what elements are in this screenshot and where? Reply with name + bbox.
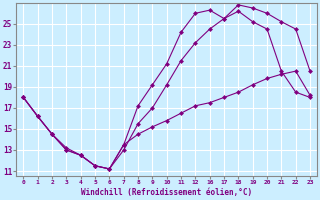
X-axis label: Windchill (Refroidissement éolien,°C): Windchill (Refroidissement éolien,°C) — [81, 188, 252, 197]
